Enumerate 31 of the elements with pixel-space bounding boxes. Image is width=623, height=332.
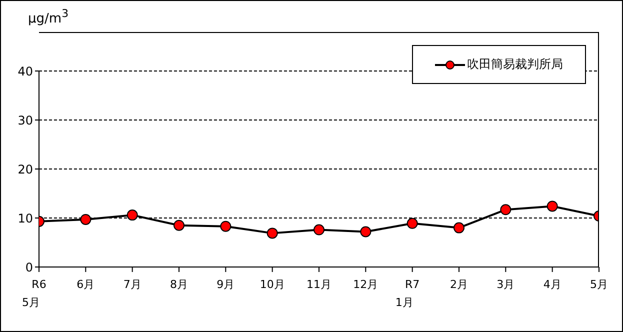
- point: [80, 214, 92, 225]
- y-axis-title: μg/m$^{3}$: [28, 7, 68, 26]
- point: [220, 220, 232, 232]
- x-tick-label: R7 1月: [395, 278, 420, 309]
- point: [126, 210, 138, 221]
- y-tick-label: 40: [18, 64, 33, 78]
- point: [314, 224, 324, 236]
- x-tick-label: 5月: [590, 278, 608, 291]
- x-tick-label: 11月: [306, 278, 332, 291]
- point: [360, 226, 372, 238]
- point: [500, 204, 512, 216]
- x-tick-label: 8月: [170, 278, 188, 291]
- y-tick-label: 20: [18, 162, 33, 176]
- point: [546, 200, 558, 212]
- x-tick-label: 6月: [76, 278, 95, 291]
- x-tick-label: 9月: [216, 278, 235, 291]
- point: [174, 220, 184, 231]
- y-tick-label: 10: [18, 211, 33, 226]
- x-tick-label: 12月: [353, 278, 378, 291]
- point: [266, 228, 278, 239]
- point: [454, 222, 464, 234]
- x-tick-label: 2月: [450, 278, 468, 291]
- x-tick-label: 3月: [496, 278, 515, 291]
- legend-label: 吹田簡易裁判所局: [467, 56, 563, 73]
- y-tick-label: 0: [25, 260, 33, 274]
- x-tick-label: 4月: [543, 278, 562, 291]
- x-tick-label: R6 5月: [22, 278, 46, 309]
- x-tick-label: 10月: [260, 278, 285, 291]
- x-tick-label: 7月: [123, 278, 142, 291]
- y-tick-label: 30: [18, 113, 33, 128]
- point: [406, 218, 418, 229]
